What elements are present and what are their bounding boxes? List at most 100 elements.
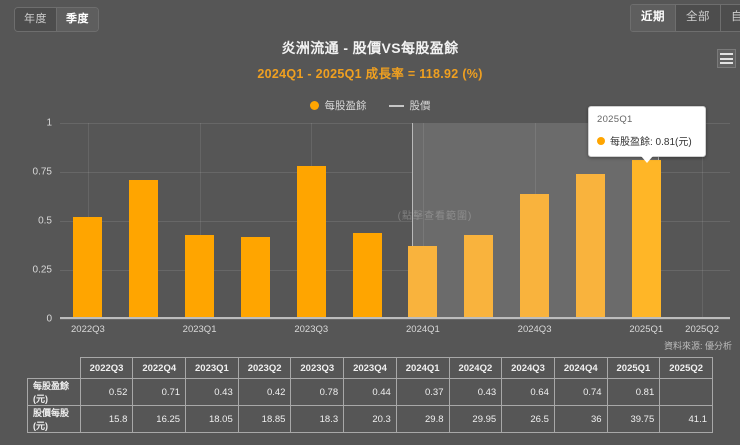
table-cell: 0.44 [343, 378, 397, 406]
legend-line-icon [388, 104, 404, 107]
period-button-yearly[interactable]: 年度 [15, 8, 57, 32]
data-table: 2022Q3 2022Q4 2023Q1 2023Q2 2023Q3 2023Q4 2024… [27, 357, 713, 433]
range-button-all[interactable]: 全部 [676, 5, 721, 31]
table-cell: 16.25 [132, 405, 187, 433]
tooltip-arrow [641, 156, 653, 163]
table-body: 每股盈餘(元) 0.52 0.71 0.43 0.42 0.78 0.44 0.37 0.43 0… [27, 378, 713, 433]
y-axis-tick-label: 0.5 [38, 215, 52, 227]
table-col-header: 2025Q2 [659, 357, 713, 379]
bar-2022Q3[interactable] [73, 217, 103, 319]
legend-dot-icon [309, 101, 319, 110]
bar-2024Q3[interactable] [520, 193, 550, 319]
table-row: 股價每股(元) 15.8 16.25 18.05 18.85 18.3 20.3 29.8 29… [27, 405, 713, 433]
legend-label-eps: 每股盈餘 [324, 100, 367, 112]
y-axis-tick-label: 1 [46, 117, 52, 129]
hamburger-line [720, 62, 733, 64]
table-cell: 0.37 [395, 378, 450, 406]
grid-line [60, 319, 730, 320]
table-cell: 36 [553, 405, 608, 433]
table-col-header: 2024Q1 [395, 357, 450, 379]
bar-2022Q4[interactable] [129, 179, 159, 319]
bar-2023Q2[interactable] [240, 236, 270, 319]
table-cell: 0.71 [132, 378, 187, 406]
tooltip-dot-icon [597, 136, 605, 145]
x-axis-tick-label: 2023Q3 [294, 324, 329, 335]
bar-2025Q1[interactable] [631, 160, 661, 319]
x-axis-tick-label: 2023Q1 [182, 324, 217, 335]
bar-2024Q1[interactable] [408, 246, 438, 319]
bar-2024Q4[interactable] [575, 173, 605, 319]
table-cell: 18.3 [290, 405, 345, 433]
range-toggle-group[interactable]: 近期 全部 自訂 [630, 4, 740, 32]
table-cell: 0.78 [290, 378, 345, 406]
bar-2024Q2[interactable] [464, 234, 494, 319]
chart-plot-area[interactable]: (點擊查看範圍) 0 0.25 0.5 0.75 1 2022Q3 2023Q1 2023Q… [33, 118, 730, 335]
bar-2023Q3[interactable] [296, 166, 326, 319]
table-row-header: 每股盈餘(元) [27, 378, 81, 406]
legend-item-price[interactable]: 股價 [388, 98, 431, 113]
data-table-wrapper: 2022Q3 2022Q4 2023Q1 2023Q2 2023Q3 2023Q4 2024… [27, 357, 713, 433]
period-toggle-group[interactable]: 年度 季度 [14, 7, 99, 33]
table-cell: 0.43 [448, 378, 503, 406]
table-col-header: 2024Q3 [501, 357, 555, 379]
table-cell: 0.74 [553, 378, 608, 406]
grid-line [60, 221, 730, 222]
x-axis-line [60, 317, 730, 319]
table-cell: 29.95 [448, 405, 503, 433]
table-cell: 0.64 [501, 378, 555, 406]
table-cell: 29.8 [395, 405, 450, 433]
table-col-header: 2024Q4 [553, 357, 608, 379]
table-row-header: 股價每股(元) [27, 405, 81, 433]
chart-subtitle: 2024Q1 - 2025Q1 成長率 = 118.92 (%) [257, 67, 483, 81]
bar-2023Q4[interactable] [352, 232, 382, 319]
hamburger-menu-icon[interactable] [717, 49, 736, 68]
table-cell: 41.1 [659, 405, 713, 433]
period-button-quarterly[interactable]: 季度 [57, 8, 98, 32]
table-row: 每股盈餘(元) 0.52 0.71 0.43 0.42 0.78 0.44 0.37 0.43 0… [27, 378, 713, 406]
grid-line [60, 123, 730, 124]
table-cell: 0.43 [185, 378, 239, 406]
table-col-header: 2023Q4 [343, 357, 397, 379]
table-header-row: 2022Q3 2022Q4 2023Q1 2023Q2 2023Q3 2023Q4 2024… [27, 357, 713, 379]
legend-label-price: 股價 [409, 100, 431, 112]
chart-legend: 每股盈餘 股價 [0, 98, 740, 113]
table-cell: 20.3 [343, 405, 397, 433]
table-cell: 0.52 [79, 378, 134, 406]
bar-2023Q1[interactable] [185, 234, 215, 319]
table-cell: 18.05 [185, 405, 239, 433]
table-col-header: 2022Q3 [79, 357, 134, 379]
hamburger-line [720, 57, 733, 60]
chart-title: 炎洲流通 - 股價VS每股盈餘 [281, 40, 459, 56]
tooltip-row: 每股盈餘: 0.81(元) [597, 133, 697, 148]
table-cell: 39.75 [606, 405, 661, 433]
source-note: 資料來源: 優分析 [663, 341, 732, 351]
legend-item-eps[interactable]: 每股盈餘 [309, 98, 367, 113]
table-col-header: 2023Q1 [185, 357, 239, 379]
y-axis-tick-label: 0.25 [32, 264, 52, 276]
table-col-header: 2023Q2 [237, 357, 292, 379]
x-axis-tick-label: 2024Q1 [406, 324, 440, 335]
table-cell: 18.85 [237, 405, 292, 433]
table-cell: 15.8 [79, 405, 134, 433]
table-cell: 26.5 [501, 405, 555, 433]
range-button-recent[interactable]: 近期 [631, 5, 676, 31]
x-axis-tick-label: 2025Q2 [685, 324, 719, 335]
table-cell: 0.81 [606, 378, 661, 406]
chart-tooltip: 2025Q1 每股盈餘: 0.81(元) [588, 106, 706, 163]
hamburger-line [720, 53, 733, 55]
grid-line [60, 172, 730, 173]
y-axis-tick-label: 0.75 [32, 166, 52, 178]
table-col-header: 2023Q3 [290, 357, 345, 379]
grid-line [60, 270, 730, 271]
x-axis-tick-label: 2024Q3 [517, 324, 552, 335]
table-cell [659, 378, 713, 406]
tooltip-value: 每股盈餘: 0.81(元) [610, 137, 692, 148]
range-button-custom[interactable]: 自訂 [721, 5, 740, 31]
table-col-header: 2024Q2 [448, 357, 503, 379]
tooltip-title: 2025Q1 [597, 114, 633, 125]
table-col-header: 2022Q4 [132, 357, 187, 379]
grid-line-vertical [702, 123, 704, 319]
x-axis-tick-label: 2022Q3 [71, 324, 105, 335]
x-axis-tick-label: 2025Q1 [629, 324, 664, 335]
